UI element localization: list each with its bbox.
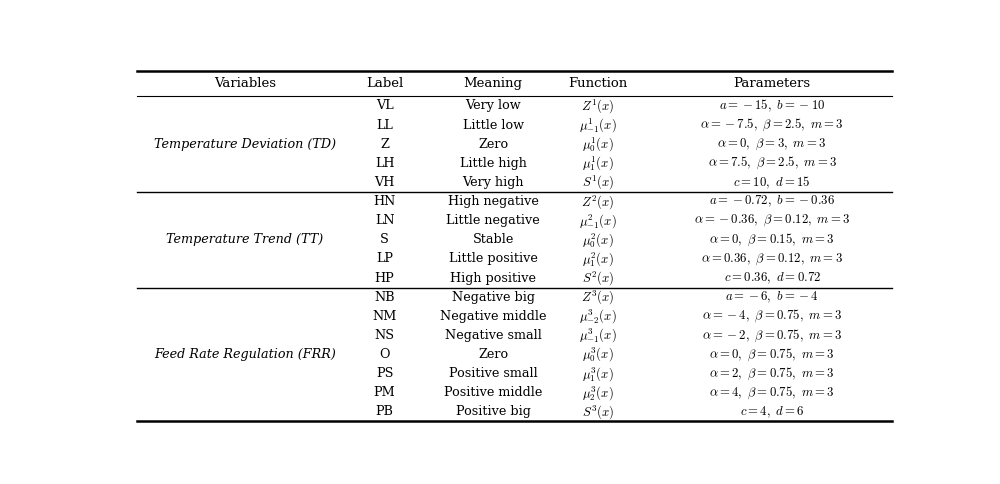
Text: Function: Function [568, 77, 627, 90]
Text: $\alpha=0,\ \beta=0.75,\ m=3$: $\alpha=0,\ \beta=0.75,\ m=3$ [709, 347, 835, 363]
Text: $\mu^3_1(x)$: $\mu^3_1(x)$ [582, 364, 614, 383]
Text: Zero: Zero [478, 137, 508, 151]
Text: S: S [380, 233, 389, 246]
Text: $S^2(x)$: $S^2(x)$ [582, 269, 614, 287]
Text: VH: VH [374, 176, 395, 189]
Text: Feed Rate Regulation (FRR): Feed Rate Regulation (FRR) [154, 348, 336, 361]
Text: Very low: Very low [465, 99, 521, 112]
Text: HN: HN [373, 195, 396, 208]
Text: $\alpha=2,\ \beta=0.75,\ m=3$: $\alpha=2,\ \beta=0.75,\ m=3$ [709, 365, 835, 382]
Text: Little negative: Little negative [446, 214, 540, 227]
Text: Stable: Stable [472, 233, 514, 246]
Text: HP: HP [375, 272, 394, 285]
Text: LH: LH [375, 157, 394, 170]
Text: $\mu^2_0(x)$: $\mu^2_0(x)$ [582, 231, 614, 249]
Text: LL: LL [376, 119, 393, 132]
Text: Parameters: Parameters [734, 77, 811, 90]
Text: $\mu^3_{-2}(x)$: $\mu^3_{-2}(x)$ [579, 307, 617, 325]
Text: $\alpha=0,\ \beta=3,\ m=3$: $\alpha=0,\ \beta=3,\ m=3$ [717, 136, 827, 152]
Text: Positive middle: Positive middle [444, 386, 542, 399]
Text: LP: LP [376, 252, 393, 265]
Text: $Z^2(x)$: $Z^2(x)$ [581, 193, 614, 211]
Text: $\alpha=0.36,\ \beta=0.12,\ m=3$: $\alpha=0.36,\ \beta=0.12,\ m=3$ [701, 251, 843, 267]
Text: $\mu^2_1(x)$: $\mu^2_1(x)$ [582, 250, 614, 268]
Text: Very high: Very high [462, 176, 524, 189]
Text: Negative big: Negative big [452, 290, 535, 303]
Text: NB: NB [374, 290, 395, 303]
Text: Little low: Little low [463, 119, 524, 132]
Text: Negative small: Negative small [445, 329, 542, 342]
Text: $c=0.36,\ d=0.72$: $c=0.36,\ d=0.72$ [724, 271, 821, 286]
Text: Meaning: Meaning [464, 77, 523, 90]
Text: $a=-6,\ b=-4$: $a=-6,\ b=-4$ [725, 289, 819, 305]
Text: Negative middle: Negative middle [440, 310, 546, 323]
Text: $c=10,\ d=15$: $c=10,\ d=15$ [733, 174, 811, 191]
Text: VL: VL [376, 99, 393, 112]
Text: Little positive: Little positive [449, 252, 538, 265]
Text: Temperature Deviation (TD): Temperature Deviation (TD) [154, 137, 336, 151]
Text: Positive small: Positive small [449, 367, 538, 380]
Text: $a=-15,\ b=-10$: $a=-15,\ b=-10$ [719, 98, 825, 114]
Text: $S^3(x)$: $S^3(x)$ [582, 403, 614, 421]
Text: High positive: High positive [450, 272, 536, 285]
Text: $\alpha=-0.36,\ \beta=0.12,\ m=3$: $\alpha=-0.36,\ \beta=0.12,\ m=3$ [694, 213, 850, 228]
Text: $\mu^2_{-1}(x)$: $\mu^2_{-1}(x)$ [579, 212, 617, 229]
Text: LN: LN [375, 214, 394, 227]
Text: PB: PB [376, 406, 394, 418]
Text: PM: PM [374, 386, 396, 399]
Text: $\mu^3_2(x)$: $\mu^3_2(x)$ [582, 384, 614, 402]
Text: PS: PS [376, 367, 393, 380]
Text: $Z^1(x)$: $Z^1(x)$ [581, 97, 614, 115]
Text: $\mu^1_{-1}(x)$: $\mu^1_{-1}(x)$ [579, 116, 617, 134]
Text: Positive big: Positive big [456, 406, 531, 418]
Text: NS: NS [375, 329, 395, 342]
Text: $\mu^3_0(x)$: $\mu^3_0(x)$ [582, 346, 614, 363]
Text: Variables: Variables [214, 77, 276, 90]
Text: $\alpha=-7.5,\ \beta=2.5,\ m=3$: $\alpha=-7.5,\ \beta=2.5,\ m=3$ [700, 117, 844, 133]
Text: $\alpha=-2,\ \beta=0.75,\ m=3$: $\alpha=-2,\ \beta=0.75,\ m=3$ [702, 327, 842, 344]
Text: O: O [379, 348, 390, 361]
Text: Z: Z [380, 137, 389, 151]
Text: $\alpha=-4,\ \beta=0.75,\ m=3$: $\alpha=-4,\ \beta=0.75,\ m=3$ [702, 308, 842, 324]
Text: $\alpha=4,\ \beta=0.75,\ m=3$: $\alpha=4,\ \beta=0.75,\ m=3$ [709, 385, 835, 401]
Text: High negative: High negative [448, 195, 539, 208]
Text: Temperature Trend (TT): Temperature Trend (TT) [166, 233, 324, 246]
Text: $c=4,\ d=6$: $c=4,\ d=6$ [740, 404, 804, 420]
Text: Zero: Zero [478, 348, 508, 361]
Text: $Z^3(x)$: $Z^3(x)$ [581, 288, 614, 306]
Text: Little high: Little high [460, 157, 527, 170]
Text: $\alpha=0,\ \beta=0.15,\ m=3$: $\alpha=0,\ \beta=0.15,\ m=3$ [709, 231, 835, 248]
Text: $\alpha=7.5,\ \beta=2.5,\ m=3$: $\alpha=7.5,\ \beta=2.5,\ m=3$ [708, 155, 837, 171]
Text: $\mu^1_1(x)$: $\mu^1_1(x)$ [582, 154, 614, 172]
Text: Label: Label [366, 77, 403, 90]
Text: $\mu^1_0(x)$: $\mu^1_0(x)$ [582, 135, 614, 153]
Text: $\mu^3_{-1}(x)$: $\mu^3_{-1}(x)$ [579, 326, 617, 345]
Text: $a=-0.72,\ b=-0.36$: $a=-0.72,\ b=-0.36$ [709, 194, 835, 209]
Text: NM: NM [372, 310, 397, 323]
Text: $S^1(x)$: $S^1(x)$ [582, 173, 614, 191]
